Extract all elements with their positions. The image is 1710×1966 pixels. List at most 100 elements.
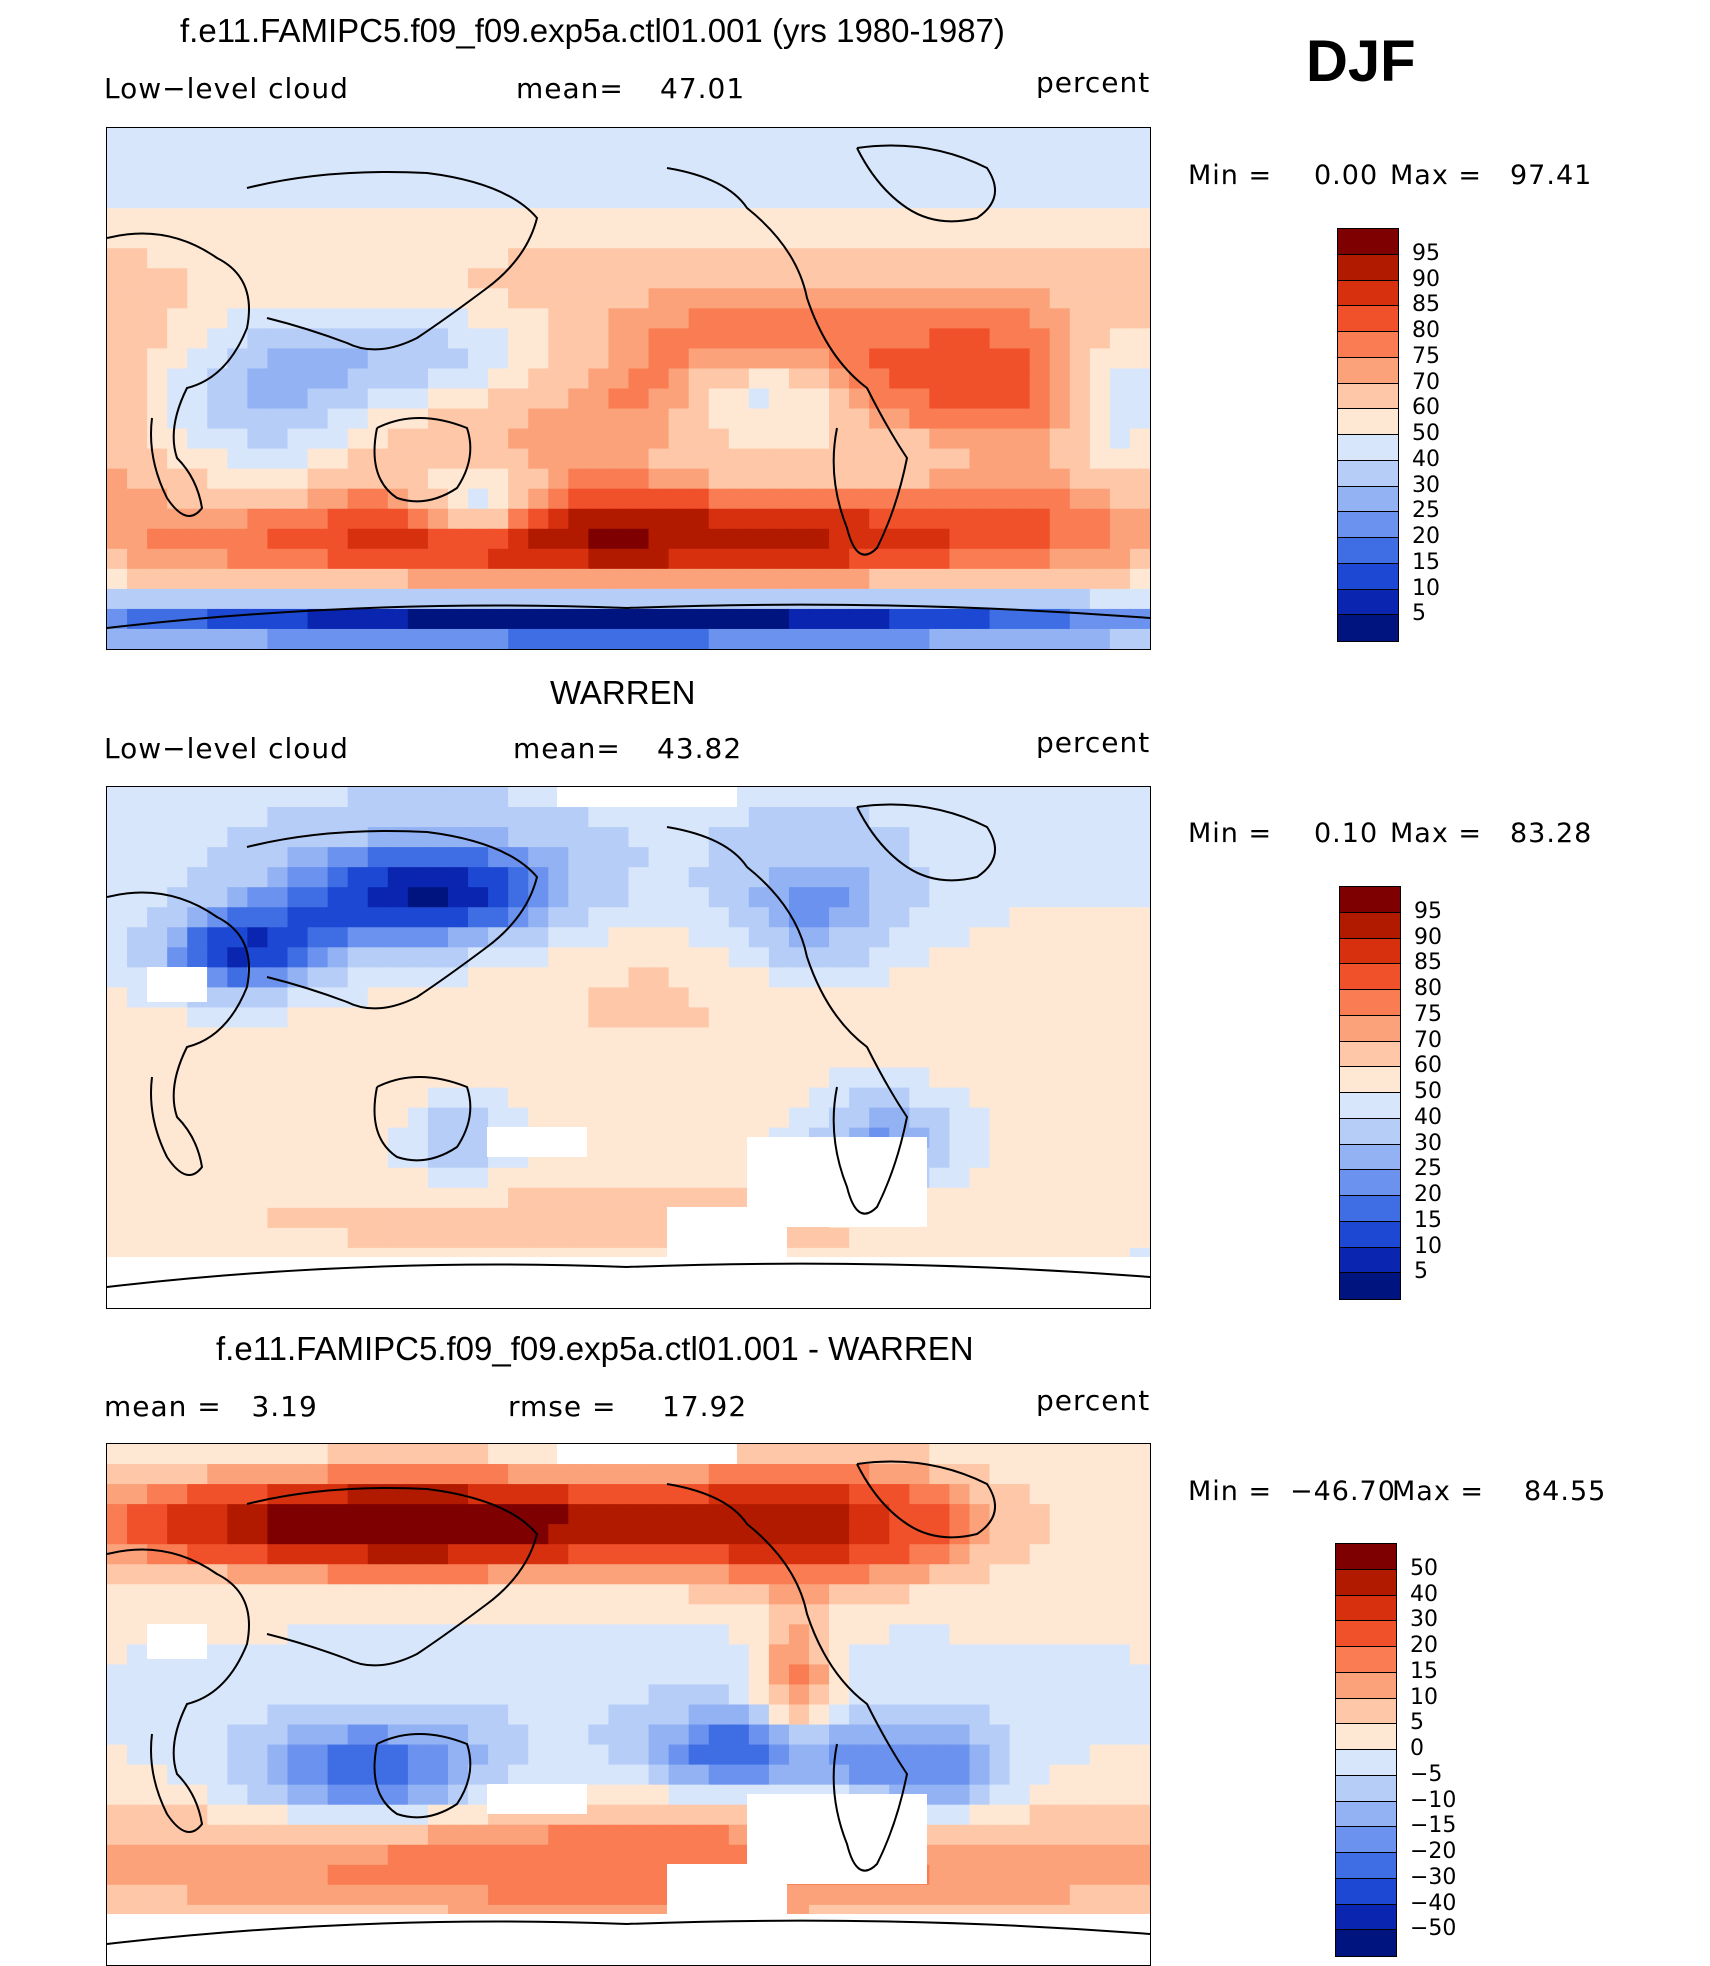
map-cell — [969, 1087, 991, 1109]
map-cell — [849, 568, 870, 590]
map-cell — [728, 128, 750, 149]
map-cell — [307, 1884, 329, 1906]
map-cell — [207, 1444, 228, 1465]
map-cell — [949, 927, 971, 948]
map-cell — [347, 568, 369, 590]
map-cell — [768, 568, 790, 590]
map-cell — [969, 1704, 991, 1726]
map-cell — [247, 1884, 269, 1906]
map-cell — [1109, 1167, 1131, 1189]
map-cell — [648, 388, 670, 410]
map-cell — [768, 1067, 790, 1089]
map-cell — [1029, 807, 1051, 828]
map-cell — [488, 887, 509, 908]
map-cell — [588, 1744, 610, 1766]
map-cell — [708, 1087, 730, 1109]
map-cell — [1049, 1504, 1071, 1525]
map-cell — [347, 268, 369, 289]
map-cell — [768, 1484, 790, 1505]
map-cell — [628, 867, 650, 888]
map-cell — [1089, 1864, 1111, 1886]
map-cell — [588, 228, 610, 249]
map-cell — [107, 1884, 128, 1906]
map-cell — [508, 1704, 529, 1726]
map-cell — [1009, 328, 1031, 350]
map-cell — [768, 1684, 790, 1706]
map-cell — [748, 428, 770, 450]
map-cell — [227, 1704, 249, 1726]
map-cell — [668, 987, 690, 1009]
map-cell — [107, 528, 128, 550]
map-cell — [327, 947, 349, 968]
map-cell — [247, 188, 269, 209]
map-cell — [407, 787, 429, 808]
map-cell — [668, 1524, 690, 1545]
map-cell — [1009, 1544, 1031, 1565]
map-cell — [468, 827, 489, 848]
map-cell — [247, 388, 269, 410]
map-cell — [167, 548, 188, 570]
map-cell — [648, 1844, 670, 1866]
map-cell — [327, 1884, 349, 1906]
map-cell — [107, 248, 128, 269]
map-cell — [147, 408, 168, 430]
map-cell — [588, 1604, 610, 1625]
map-cell — [668, 947, 690, 968]
map-cell — [909, 1087, 930, 1109]
colorbar-tick-label: 85 — [1412, 292, 1440, 318]
map-cell — [648, 288, 670, 309]
map-cell — [367, 907, 389, 928]
map-cell — [387, 867, 409, 888]
map-cell — [127, 947, 148, 968]
map-cell — [1069, 188, 1091, 209]
map-cell — [267, 1684, 289, 1706]
map-cell — [347, 128, 369, 149]
map-cell — [688, 1504, 710, 1525]
map-cell — [1109, 807, 1131, 828]
map-cell — [508, 348, 529, 370]
map-cell — [167, 1187, 188, 1209]
map-cell — [1009, 288, 1031, 309]
map-cell — [688, 1624, 710, 1645]
map-cell — [668, 428, 690, 450]
map-cell — [1009, 1444, 1031, 1465]
colorbar-swatch — [1340, 1093, 1400, 1119]
map-cell — [488, 248, 509, 269]
map-cell — [1089, 987, 1111, 1009]
map-cell — [568, 168, 589, 189]
map-cell — [447, 248, 469, 269]
map-cell — [568, 508, 589, 530]
map-cell — [528, 1207, 549, 1229]
map-cell — [989, 1147, 1011, 1169]
map-cell — [949, 1884, 971, 1906]
map-cell — [287, 1744, 309, 1766]
map-cell — [407, 1444, 429, 1465]
map-cell — [1029, 508, 1051, 530]
map-cell — [1129, 887, 1150, 908]
map-cell — [1069, 588, 1091, 610]
map-cell — [588, 967, 610, 988]
map-cell — [327, 1087, 349, 1109]
map-cell — [949, 228, 971, 249]
map-cell — [1109, 1464, 1131, 1485]
map-cell — [207, 1664, 228, 1686]
colorbar-swatch — [1340, 1273, 1400, 1299]
map-cell — [427, 628, 449, 649]
colorbar-tick-label: 90 — [1414, 924, 1442, 950]
map-cell — [1089, 1684, 1111, 1706]
map-cell — [949, 1464, 971, 1485]
map-cell — [1109, 1744, 1131, 1766]
map-cell — [247, 1107, 269, 1129]
map-cell — [267, 568, 289, 590]
map-cell — [768, 308, 790, 329]
map-cell — [588, 1047, 610, 1069]
map-cell — [588, 827, 610, 848]
map-cell — [688, 288, 710, 309]
map-cell — [387, 1484, 409, 1505]
map-cell — [969, 1504, 991, 1525]
map-cell — [307, 1864, 329, 1886]
map-cell — [247, 967, 269, 988]
map-cell — [1049, 1107, 1071, 1129]
map-cell — [829, 1684, 850, 1706]
map-cell — [508, 1824, 529, 1846]
